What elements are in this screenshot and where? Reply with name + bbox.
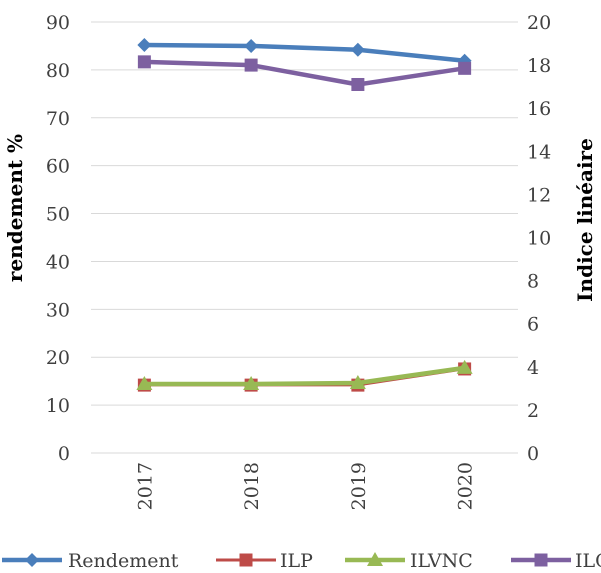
legend-swatch-marker bbox=[25, 553, 39, 567]
legend-swatch-marker bbox=[367, 552, 383, 566]
left-tick-label: 30 bbox=[46, 299, 70, 321]
series-ilvnc bbox=[136, 359, 473, 391]
right-axis-ticks: 0 2 4 6 8 10 12 14 16 18 20 bbox=[527, 12, 551, 465]
left-tick-label: 60 bbox=[46, 156, 70, 178]
data-point-ilc bbox=[137, 55, 151, 69]
left-tick-label: 50 bbox=[46, 204, 70, 226]
left-axis-ticks: 0 10 20 30 40 50 60 70 80 90 bbox=[46, 12, 70, 465]
left-tick-label: 70 bbox=[46, 108, 70, 130]
series-ilc bbox=[137, 55, 472, 91]
data-point-ilvnc bbox=[136, 376, 153, 391]
right-tick-label: 20 bbox=[527, 12, 551, 34]
right-tick-label: 6 bbox=[527, 314, 539, 336]
left-axis-title: rendement % bbox=[3, 134, 27, 282]
right-tick-label: 0 bbox=[527, 443, 539, 465]
legend-swatch-marker bbox=[239, 553, 253, 567]
data-point-ilc bbox=[458, 61, 472, 75]
x-tick-label: 2019 bbox=[348, 462, 370, 510]
x-tick-label: 2020 bbox=[455, 462, 477, 510]
data-point-ilvnc bbox=[456, 359, 473, 374]
data-point-ilvnc bbox=[349, 374, 366, 389]
left-tick-label: 0 bbox=[58, 443, 70, 465]
data-point-ilc bbox=[351, 77, 365, 91]
legend-label: ILVNC bbox=[410, 550, 473, 572]
series-line-rendement bbox=[142, 42, 467, 64]
left-tick-label: 90 bbox=[46, 12, 70, 34]
legend-item-ilc: ILC bbox=[511, 550, 601, 572]
legend-label: ILC bbox=[575, 550, 601, 572]
data-point-rendement bbox=[137, 37, 152, 52]
x-axis-ticks: 2017 2018 2019 2020 bbox=[134, 462, 476, 510]
series-layer bbox=[136, 37, 473, 392]
data-point-rendement bbox=[244, 38, 259, 53]
right-tick-label: 10 bbox=[527, 228, 551, 250]
data-point-ilvnc bbox=[243, 376, 260, 391]
series-ilp bbox=[137, 362, 472, 392]
x-tick-label: 2018 bbox=[241, 462, 263, 510]
gridlines bbox=[91, 21, 518, 454]
right-tick-label: 8 bbox=[527, 271, 539, 293]
legend-item-rendement: Rendement bbox=[2, 550, 179, 572]
right-tick-label: 12 bbox=[527, 184, 551, 206]
legend-item-ilp: ILP bbox=[216, 550, 313, 572]
series-line-ilc bbox=[142, 59, 467, 87]
series-line-ilvnc bbox=[142, 365, 467, 387]
right-tick-label: 16 bbox=[527, 98, 551, 120]
left-tick-label: 20 bbox=[46, 347, 70, 369]
right-tick-label: 2 bbox=[527, 400, 539, 422]
legend-label: ILP bbox=[280, 550, 313, 572]
legend-item-ilvnc: ILVNC bbox=[345, 550, 473, 572]
left-tick-label: 80 bbox=[46, 60, 70, 82]
data-point-rendement bbox=[350, 42, 365, 57]
legend-label: Rendement bbox=[68, 550, 179, 572]
right-tick-label: 4 bbox=[527, 357, 539, 379]
legend-swatch-marker bbox=[534, 553, 548, 567]
x-tick-label: 2017 bbox=[134, 462, 156, 510]
left-tick-label: 40 bbox=[46, 251, 70, 273]
data-point-ilc bbox=[244, 58, 258, 72]
right-axis-title: Indice linéaire bbox=[573, 138, 597, 302]
right-tick-label: 18 bbox=[527, 55, 551, 77]
left-tick-label: 10 bbox=[46, 395, 70, 417]
legend: Rendement ILP ILVNC ILC bbox=[2, 550, 601, 572]
right-tick-label: 14 bbox=[527, 141, 551, 163]
